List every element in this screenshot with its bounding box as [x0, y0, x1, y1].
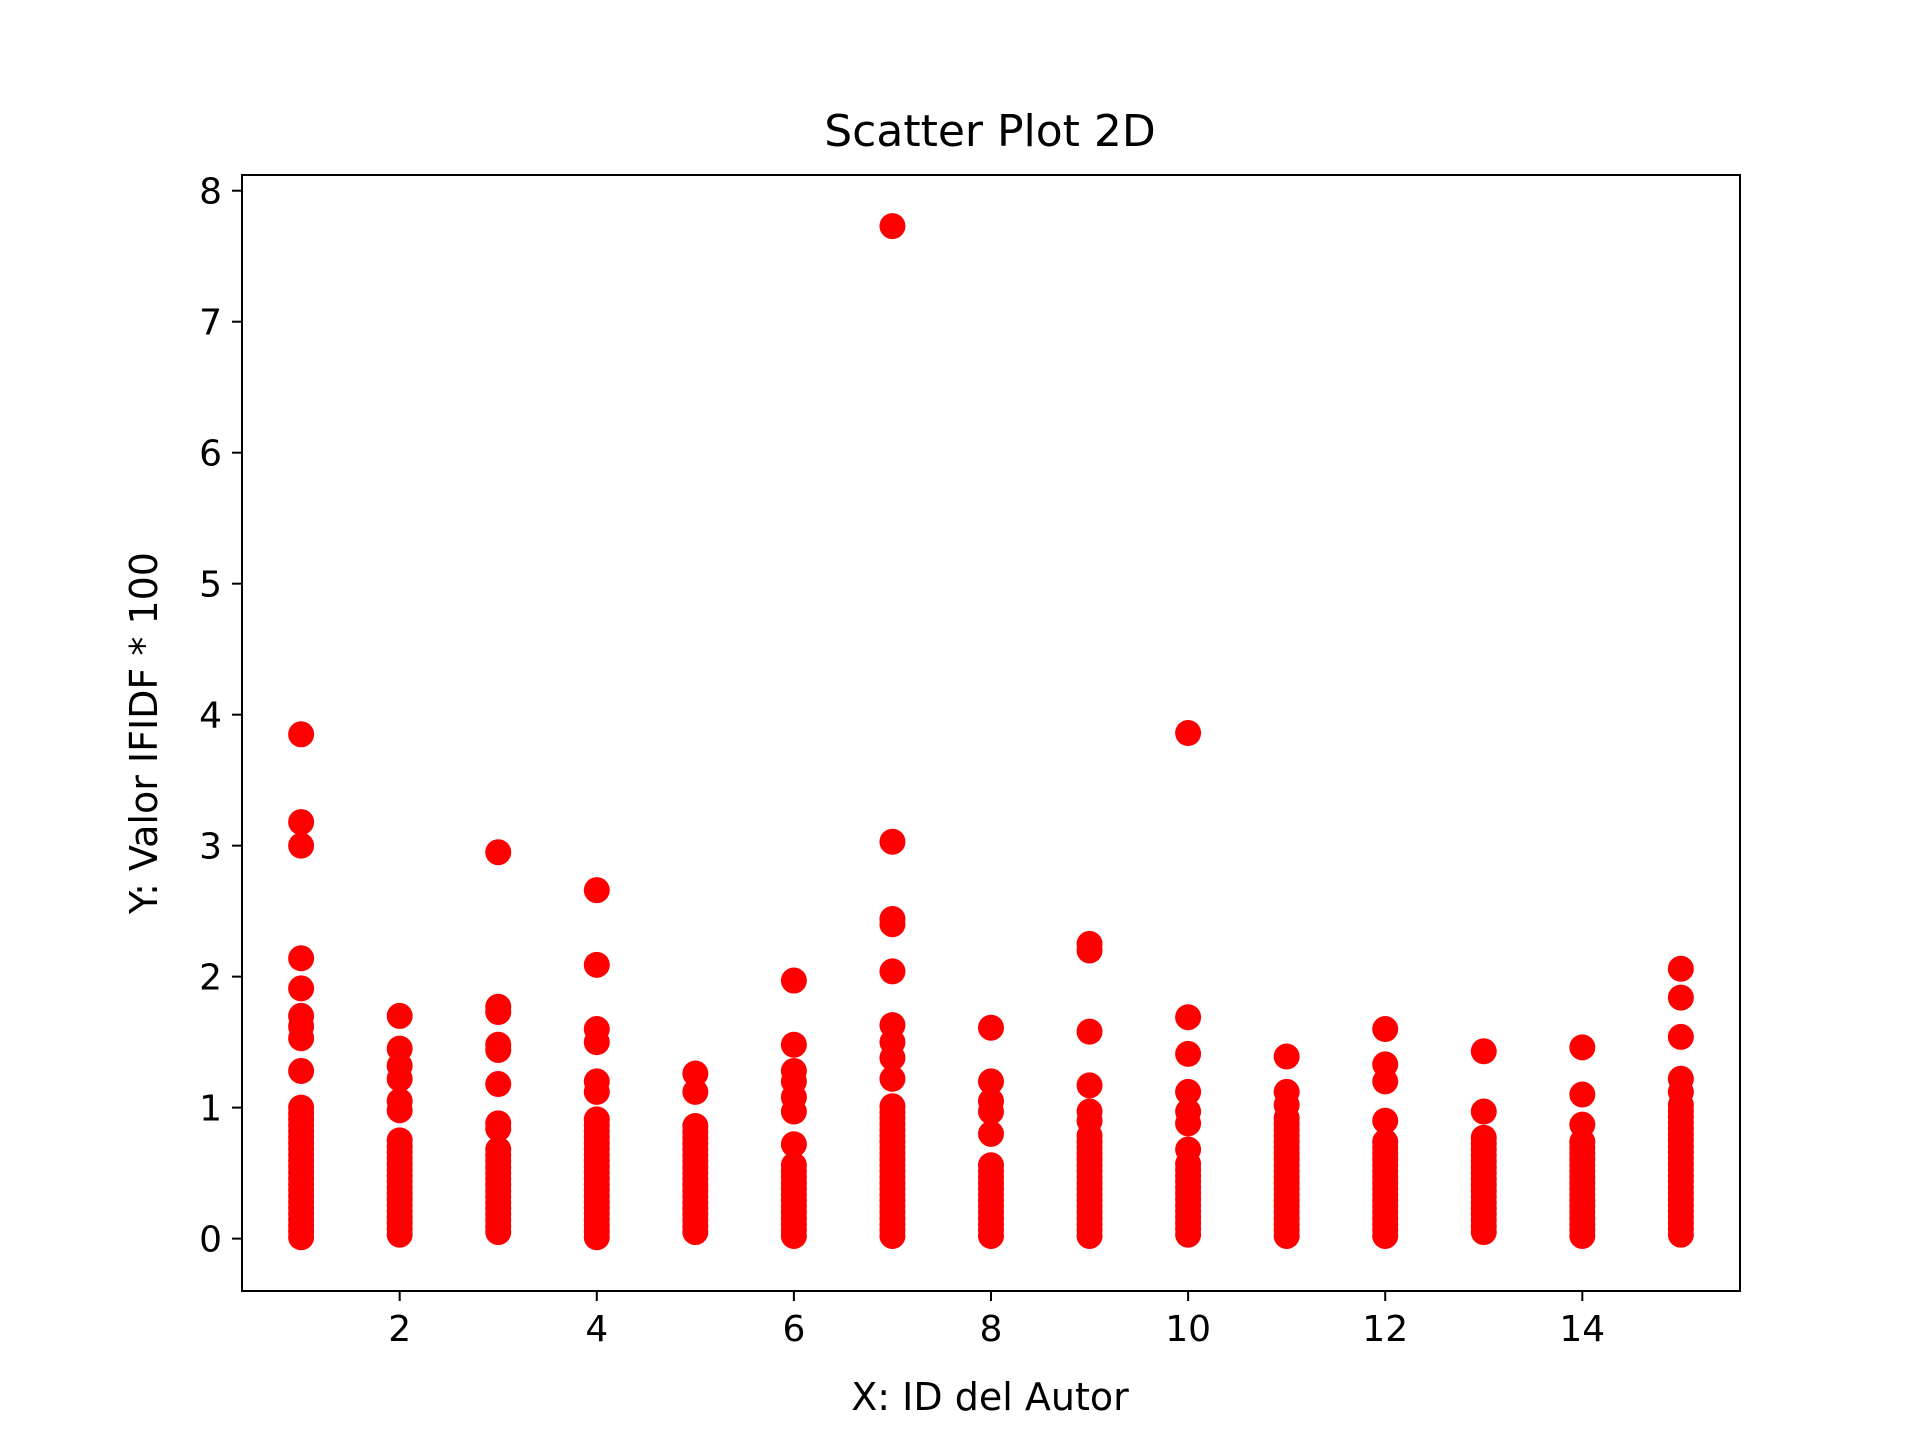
data-points	[288, 213, 1694, 1251]
x-tick-label: 2	[388, 1309, 411, 1350]
data-point	[1175, 720, 1202, 746]
data-point	[1372, 1016, 1399, 1043]
x-tick-label: 12	[1362, 1309, 1408, 1350]
data-point	[386, 1002, 413, 1029]
data-point	[879, 1044, 906, 1071]
data-point	[485, 1036, 512, 1063]
data-point	[1569, 1081, 1596, 1108]
data-point	[485, 1136, 512, 1163]
data-point	[288, 1025, 315, 1052]
y-tick-label: 6	[199, 434, 222, 475]
data-point	[583, 951, 610, 978]
data-point	[485, 839, 512, 866]
data-point	[288, 1057, 315, 1084]
data-point	[978, 1014, 1004, 1041]
data-point	[1667, 955, 1694, 982]
data-point	[485, 999, 512, 1025]
data-point	[288, 1094, 315, 1121]
y-tick-label: 7	[199, 303, 222, 344]
data-point	[1667, 1078, 1694, 1105]
data-point	[1667, 1023, 1694, 1050]
data-point	[1372, 1068, 1399, 1095]
data-point	[682, 1112, 709, 1139]
data-point	[978, 1068, 1004, 1095]
data-point	[1470, 1098, 1497, 1125]
data-point	[583, 1106, 610, 1133]
x-tick-label: 10	[1165, 1309, 1211, 1350]
data-point	[1470, 1124, 1497, 1151]
data-point	[1175, 1040, 1202, 1067]
data-point	[780, 1031, 807, 1058]
x-axis-label: X: ID del Autor	[851, 1375, 1129, 1419]
data-point	[288, 945, 315, 972]
data-point	[288, 809, 315, 836]
data-point	[1076, 1018, 1103, 1045]
data-point	[879, 958, 906, 985]
data-point	[1175, 1078, 1202, 1105]
data-point	[1076, 1107, 1103, 1134]
x-axis-ticks: 2 4 6 8 10 12 14	[388, 1291, 1605, 1350]
y-tick-label: 2	[199, 958, 222, 999]
data-point	[288, 832, 315, 859]
data-point	[485, 1115, 512, 1142]
data-point	[386, 1065, 413, 1092]
data-point	[780, 967, 807, 994]
data-point	[288, 721, 315, 748]
y-tick-label: 4	[199, 696, 222, 737]
data-point	[386, 1097, 413, 1124]
y-axis-ticks: 0 1 2 3 4 5 6 7 8	[199, 172, 242, 1261]
data-point	[978, 1098, 1004, 1125]
data-point	[780, 1152, 807, 1179]
y-tick-label: 5	[199, 565, 222, 606]
data-point	[1569, 1034, 1596, 1061]
data-point	[879, 828, 906, 855]
data-point	[1470, 1038, 1497, 1065]
x-tick-label: 4	[585, 1309, 608, 1350]
data-point	[978, 1152, 1004, 1179]
data-point	[1175, 1004, 1202, 1031]
y-tick-label: 1	[199, 1089, 222, 1130]
data-point	[1372, 1107, 1399, 1134]
data-point	[583, 877, 610, 904]
y-tick-label: 8	[199, 172, 222, 213]
data-point	[978, 1120, 1004, 1147]
x-tick-label: 6	[782, 1309, 805, 1350]
data-point	[1667, 984, 1694, 1011]
data-point	[682, 1060, 709, 1087]
data-point	[583, 1029, 610, 1056]
data-point	[1076, 1072, 1103, 1099]
data-point	[879, 213, 906, 240]
data-point	[1076, 937, 1103, 964]
x-tick-label: 8	[980, 1309, 1003, 1350]
data-point	[1273, 1043, 1300, 1070]
data-point	[386, 1127, 413, 1154]
data-point	[780, 1131, 807, 1158]
data-point	[879, 911, 906, 938]
data-point	[780, 1098, 807, 1125]
data-point	[485, 1071, 512, 1098]
data-point	[1175, 1136, 1202, 1163]
data-point	[1372, 1128, 1399, 1155]
x-tick-label: 14	[1559, 1309, 1605, 1350]
data-point	[1569, 1111, 1596, 1138]
data-point	[682, 1078, 709, 1105]
y-tick-label: 3	[199, 827, 222, 868]
data-point	[288, 975, 315, 1002]
data-point	[1273, 1092, 1300, 1118]
data-point	[583, 1078, 610, 1105]
data-point	[879, 1093, 906, 1120]
data-point	[1175, 1110, 1202, 1137]
chart-title: Scatter Plot 2D	[824, 106, 1156, 157]
y-tick-label: 0	[199, 1220, 222, 1261]
data-point	[879, 1065, 906, 1092]
y-axis-label: Y: Valor IFIDF * 100	[122, 552, 166, 915]
